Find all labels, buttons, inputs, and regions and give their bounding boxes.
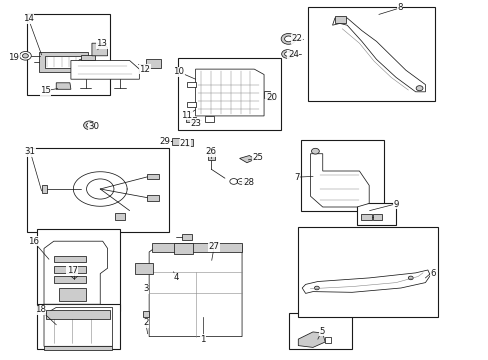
Circle shape (281, 50, 293, 58)
Bar (37, 304, 120, 349)
Text: 16: 16 (28, 237, 39, 246)
Circle shape (311, 148, 319, 154)
Text: 27: 27 (208, 242, 219, 251)
Text: 14: 14 (23, 14, 34, 23)
Text: 18: 18 (35, 305, 45, 314)
Text: 21: 21 (179, 139, 190, 148)
Text: 4: 4 (173, 274, 179, 282)
Bar (145, 59, 161, 68)
Polygon shape (302, 270, 429, 293)
Text: 25: 25 (252, 153, 263, 162)
Polygon shape (195, 69, 264, 116)
Bar (37, 229, 120, 311)
Polygon shape (298, 332, 325, 347)
Circle shape (407, 276, 412, 280)
Bar (360, 214, 371, 220)
Bar (41, 185, 47, 193)
Text: 9: 9 (393, 200, 398, 209)
Bar (59, 288, 85, 301)
Bar (307, 7, 434, 101)
Circle shape (83, 121, 95, 130)
Polygon shape (310, 154, 368, 207)
Text: 3: 3 (142, 284, 148, 293)
Text: 13: 13 (96, 40, 107, 49)
Bar (372, 214, 381, 220)
Circle shape (22, 54, 28, 58)
Bar (135, 263, 152, 274)
Text: 11: 11 (181, 111, 192, 120)
Bar (205, 116, 214, 122)
Text: 29: 29 (160, 136, 170, 145)
Bar (186, 82, 195, 87)
Bar (185, 117, 195, 122)
Bar (172, 138, 179, 145)
Text: 7: 7 (294, 173, 300, 181)
Bar (146, 174, 159, 179)
Polygon shape (149, 245, 242, 337)
Polygon shape (334, 16, 346, 23)
Text: 24: 24 (287, 50, 298, 59)
Circle shape (86, 179, 114, 199)
Polygon shape (81, 55, 95, 60)
Bar (27, 14, 110, 95)
Circle shape (86, 123, 92, 127)
Text: 10: 10 (173, 68, 184, 77)
Text: 5: 5 (318, 327, 324, 336)
Circle shape (284, 36, 292, 42)
Polygon shape (39, 52, 88, 72)
Bar (173, 243, 193, 254)
Bar (288, 313, 351, 349)
Text: 23: 23 (190, 118, 201, 127)
Bar (27, 148, 168, 232)
Bar (207, 152, 215, 160)
Text: 28: 28 (243, 178, 253, 187)
Polygon shape (44, 307, 112, 346)
Circle shape (20, 51, 31, 60)
Bar (178, 58, 281, 130)
Bar (182, 234, 192, 240)
Polygon shape (44, 346, 112, 350)
Bar (185, 139, 192, 146)
Bar (54, 266, 85, 273)
Text: 30: 30 (88, 122, 99, 131)
Polygon shape (44, 241, 107, 304)
Text: 26: 26 (205, 148, 216, 156)
Circle shape (415, 86, 422, 91)
Polygon shape (332, 18, 425, 92)
Circle shape (314, 286, 319, 290)
Polygon shape (71, 60, 139, 79)
Text: 31: 31 (25, 148, 36, 156)
Text: 8: 8 (396, 3, 402, 12)
Bar (146, 195, 159, 201)
Text: 15: 15 (40, 86, 51, 95)
Text: 22: 22 (291, 34, 302, 43)
Circle shape (281, 33, 295, 44)
Bar (45, 56, 81, 68)
Circle shape (284, 52, 290, 56)
Bar (298, 227, 437, 317)
Text: 20: 20 (265, 93, 276, 102)
Bar (115, 213, 124, 220)
Text: 12: 12 (139, 65, 150, 74)
Text: 1: 1 (200, 335, 205, 343)
Polygon shape (56, 83, 71, 89)
Text: 2: 2 (142, 318, 148, 328)
Polygon shape (92, 43, 107, 56)
Polygon shape (143, 311, 149, 317)
Bar (46, 310, 110, 319)
Bar (325, 337, 330, 343)
Bar (151, 243, 242, 252)
Bar (54, 256, 85, 262)
Bar (300, 140, 383, 211)
Text: 19: 19 (8, 53, 19, 62)
Bar (186, 102, 195, 107)
Polygon shape (267, 94, 273, 100)
Text: 6: 6 (429, 269, 435, 278)
Text: 17: 17 (67, 266, 78, 275)
Bar (356, 203, 395, 225)
Bar (54, 276, 85, 283)
Bar (264, 91, 269, 98)
Polygon shape (239, 156, 255, 163)
